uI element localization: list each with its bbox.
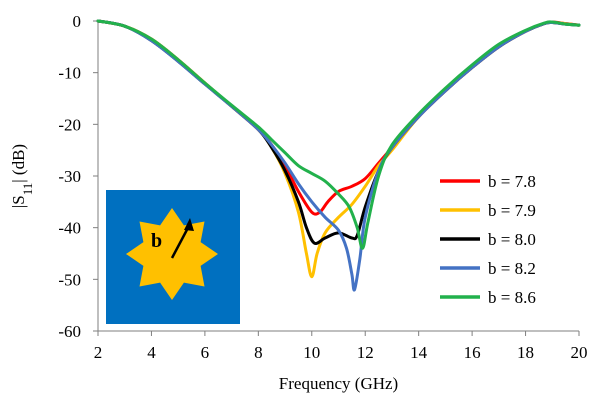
y-axis-label: |S11| (dB): [9, 144, 35, 208]
legend-label-5: b = 8.6: [488, 288, 536, 307]
legend-label-2: b = 7.9: [488, 201, 536, 220]
y-tick-label: -40: [58, 219, 81, 238]
x-tick-label: 16: [464, 343, 481, 362]
x-axis-label: Frequency (GHz): [279, 374, 398, 393]
y-tick-label: 0: [73, 12, 82, 31]
series-lines: [96, 19, 581, 292]
x-tick-label: 4: [147, 343, 156, 362]
axes: 2 4 6 8 10 12 14 16 18 20 0 -10 -20 -30 -40 -50 -60: [58, 12, 587, 362]
inset-label: b: [151, 230, 162, 252]
inset-illustration: b: [106, 190, 240, 324]
x-tick-label: 18: [517, 343, 534, 362]
y-tick-label: -50: [58, 270, 81, 289]
legend: b = 7.8 b = 7.9 b = 8.0 b = 8.2 b = 8.6: [440, 172, 536, 307]
x-tick-label: 14: [410, 343, 428, 362]
legend-label-1: b = 7.8: [488, 172, 536, 191]
legend-label-4: b = 8.2: [488, 259, 536, 278]
arrowhead-icon: [184, 218, 194, 231]
legend-label-3: b = 8.0: [488, 230, 536, 249]
eight-point-star-icon: [126, 208, 218, 300]
x-tick-label: 6: [201, 343, 210, 362]
y-tick-label: -60: [58, 322, 81, 341]
y-tick-label: -30: [58, 167, 81, 186]
series-line-5: [96, 19, 581, 250]
x-tick-label: 12: [357, 343, 374, 362]
x-tick-label: 20: [571, 343, 588, 362]
y-tick-label: -10: [58, 64, 81, 83]
x-tick-label: 8: [254, 343, 263, 362]
y-tick-label: -20: [58, 115, 81, 134]
x-tick-label: 2: [94, 343, 103, 362]
x-tick-label: 10: [303, 343, 320, 362]
